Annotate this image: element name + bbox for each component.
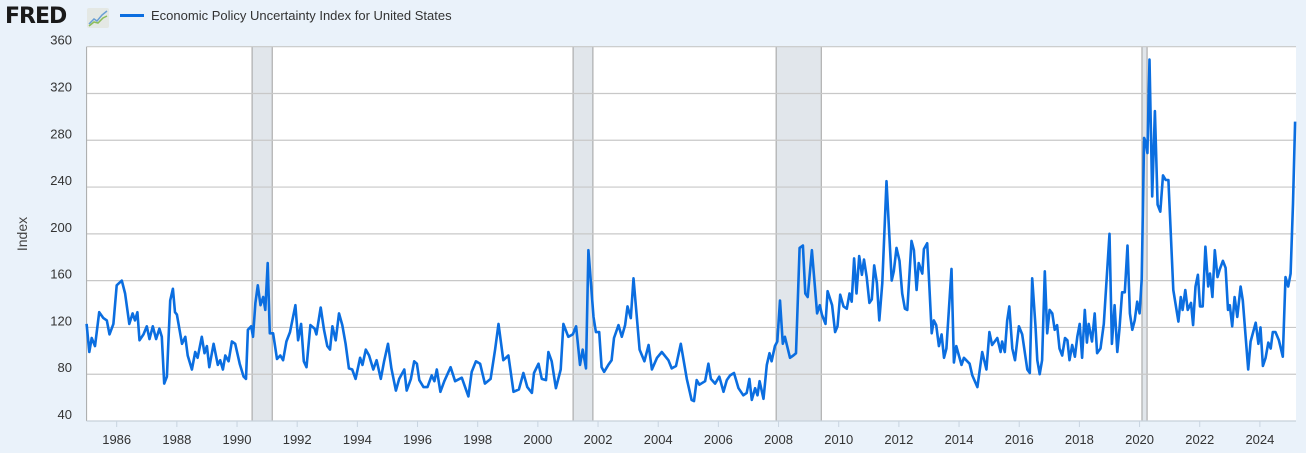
legend-line-swatch (120, 14, 144, 17)
y-tick-label: 120 (50, 313, 72, 328)
x-tick-label: 2008 (764, 432, 793, 447)
x-tick-label: 2024 (1245, 432, 1274, 447)
x-tick-label: 2004 (644, 432, 673, 447)
chart-legend: Economic Policy Uncertainty Index for Un… (120, 8, 452, 23)
x-tick-label: 1990 (223, 432, 252, 447)
x-tick-label: 1996 (403, 432, 432, 447)
y-tick-label: 240 (50, 173, 72, 188)
y-axis-title: Index (14, 217, 30, 251)
x-tick-label: 1998 (463, 432, 492, 447)
x-tick-label: 2016 (1005, 432, 1034, 447)
fred-chart-icon (87, 8, 109, 28)
y-tick-label: 160 (50, 267, 72, 282)
x-tick-label: 2014 (945, 432, 974, 447)
x-tick-label: 1988 (162, 432, 191, 447)
fred-logo[interactable]: FRED (5, 4, 67, 29)
x-tick-label: 2002 (584, 432, 613, 447)
x-tick-label: 2010 (824, 432, 853, 447)
y-tick-label: 80 (58, 360, 72, 375)
y-tick-label: 360 (50, 33, 72, 48)
x-tick-label: 2000 (523, 432, 552, 447)
x-tick-label: 1986 (102, 432, 131, 447)
x-tick-label: 1994 (343, 432, 372, 447)
legend-label: Economic Policy Uncertainty Index for Un… (151, 8, 452, 23)
y-tick-label: 320 (50, 79, 72, 94)
x-tick-label: 2006 (704, 432, 733, 447)
y-tick-label: 280 (50, 126, 72, 141)
x-tick-label: 2022 (1185, 432, 1214, 447)
x-tick-label: 2018 (1065, 432, 1094, 447)
x-tick-label: 2020 (1125, 432, 1154, 447)
series-line (85, 58, 1297, 403)
y-tick-label: 40 (58, 407, 72, 422)
x-tick-label: 1992 (283, 432, 312, 447)
y-tick-label: 200 (50, 220, 72, 235)
x-tick-label: 2012 (884, 432, 913, 447)
